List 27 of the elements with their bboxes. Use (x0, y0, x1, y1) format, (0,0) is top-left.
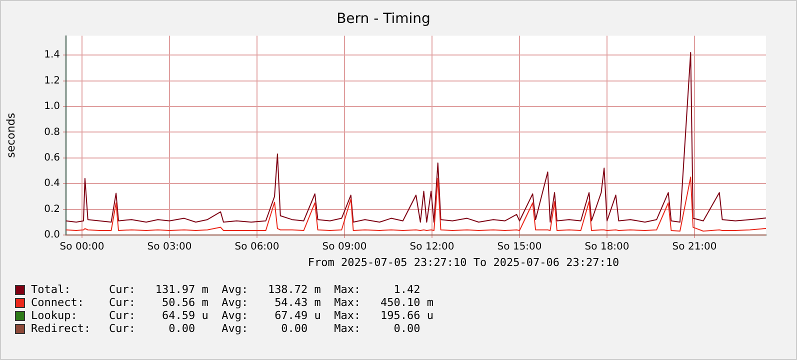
x-tick-label: So 06:00 (234, 242, 280, 253)
x-tick-label: So 18:00 (584, 242, 630, 253)
x-tick-label: So 15:00 (497, 242, 542, 253)
text: From 2025-07-05 23:27:10 To 2025-07-06 23:27:10 (306, 256, 620, 269)
legend-label: Lookup: (31, 309, 78, 322)
text: Cur: 131.97 m Avg: 138.72 m Max: 1.42 (109, 283, 420, 296)
x-tick-label: So 12:00 (410, 242, 454, 253)
x-tick-label: So 00:00 (60, 242, 104, 253)
y-tick-label: 0.6 (44, 152, 60, 164)
text: Cur: 0.00 Avg: 0.00 Max: 0.00 (109, 322, 420, 335)
y-tick-label: 1.4 (44, 50, 60, 61)
text: Cur: 50.56 m Avg: 54.43 m Max: 450.10 m (109, 296, 434, 309)
y-axis-title: seconds (4, 112, 18, 158)
legend-label: Connect: (31, 296, 85, 309)
y-tick-label: 0.4 (44, 178, 60, 190)
y-tick-label: 0.8 (44, 126, 60, 138)
y-tick-label: 0.0 (44, 230, 60, 241)
legend-label: Total: (31, 283, 72, 296)
legend-label: Redirect: (31, 322, 92, 335)
y-tick-label: 1.2 (44, 75, 60, 86)
text: Cur: 64.59 u Avg: 67.49 u Max: 195.66 u (109, 309, 434, 322)
chart-title: Bern - Timing (336, 11, 430, 28)
x-tick-label: So 03:00 (147, 242, 192, 253)
y-tick-label: 0.2 (44, 204, 60, 215)
x-tick-label: So 21:00 (672, 242, 717, 253)
y-tick-label: 1.0 (44, 101, 60, 112)
x-tick-label: So 09:00 (322, 242, 367, 253)
